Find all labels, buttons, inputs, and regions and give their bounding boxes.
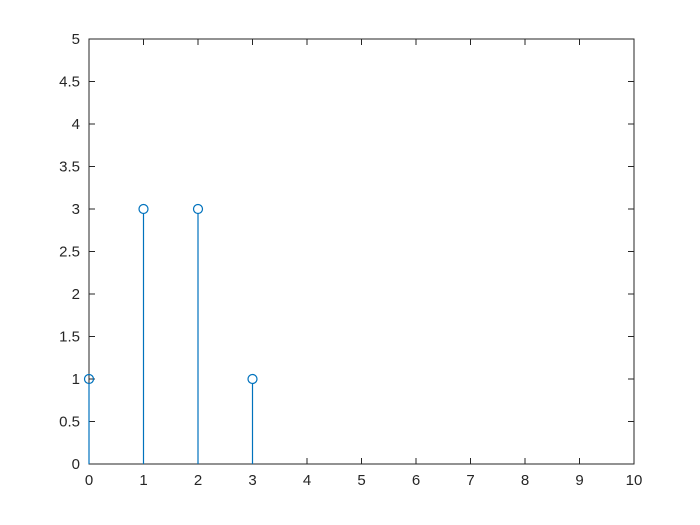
stem-marker [247,373,258,385]
x-tick-label: 7 [466,472,474,489]
y-tick-label: 3.5 [59,159,80,176]
x-tick-label: 10 [626,472,643,489]
y-tick-label: 2.5 [59,244,80,261]
y-tick-label: 3 [72,201,80,218]
x-tick-label: 1 [139,472,147,489]
y-tick-label: 5 [72,31,80,48]
stem-marker [192,203,204,215]
y-tick-label: 4.5 [59,74,80,91]
x-tick-label: 0 [85,472,93,489]
y-tick-label: 0 [72,456,80,473]
y-tick-label: 1.5 [59,329,80,346]
x-tick-label: 5 [357,472,365,489]
x-tick-label: 2 [194,472,202,489]
x-tick-label: 4 [303,472,311,489]
y-tick-label: 0.5 [59,414,80,431]
axes-box [88,38,635,465]
stem-marker [138,203,149,215]
y-tick-label: 2 [72,286,80,303]
x-tick-label: 9 [575,472,583,489]
stem-marker [83,373,95,385]
x-tick-label: 6 [412,472,420,489]
x-tick-label: 3 [248,472,256,489]
x-tick-label: 8 [521,472,529,489]
y-tick-label: 4 [72,116,80,133]
y-tick-label: 1 [72,371,80,388]
